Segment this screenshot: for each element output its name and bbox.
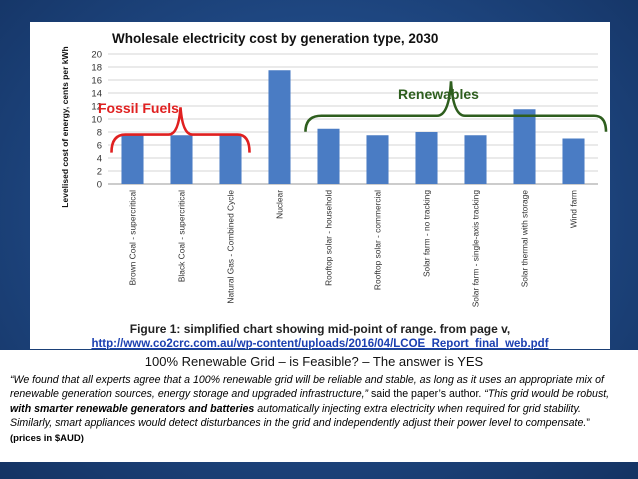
x-tick-label: Solar farm - no tracking <box>422 190 432 277</box>
chart-panel: Wholesale electricity cost by generation… <box>30 22 610 349</box>
bar <box>513 109 536 184</box>
caption-title: 100% Renewable Grid – is Feasible? – The… <box>144 354 484 369</box>
y-tick-label: 6 <box>97 141 102 152</box>
prices-note: (prices in $AUD) <box>10 433 84 445</box>
quote-bold-part: with smarter renewable generators and ba… <box>10 402 255 415</box>
y-tick-label: 0 <box>97 180 102 191</box>
x-tick-label: Nuclear <box>275 190 285 219</box>
y-tick-label: 18 <box>91 63 102 74</box>
y-tick-label: 12 <box>91 102 102 113</box>
x-tick-label: Wind farm <box>569 190 579 228</box>
fossil-fuels-label: Fossil Fuels <box>98 100 179 116</box>
bar <box>121 135 144 184</box>
bar <box>219 135 242 184</box>
y-tick-label: 10 <box>91 115 102 126</box>
y-tick-label: 16 <box>91 76 102 87</box>
bar <box>170 135 193 184</box>
x-tick-label: Solar thermal with storage <box>520 190 530 288</box>
y-tick-label: 4 <box>97 154 102 165</box>
x-tick-label: Solar farm - single-axis tracking <box>471 190 481 308</box>
x-tick-label: Natural Gas - Combined Cycle <box>226 190 236 304</box>
y-tick-label: 2 <box>97 167 102 178</box>
bar <box>415 132 438 184</box>
source-url: http://www.co2crc.com.au/wp-content/uplo… <box>91 338 548 349</box>
figure-caption: Figure 1: simplified chart showing mid-p… <box>130 322 510 336</box>
x-tick-label: Rooftop solar - household <box>324 190 334 286</box>
bar <box>317 128 340 184</box>
x-tick-label: Brown Coal - supercritical <box>128 190 138 286</box>
y-axis-label: Levelised cost of energy, cents per kWh <box>60 46 70 207</box>
x-tick-label: Black Coal - supercritical <box>177 190 187 282</box>
chart-title: Wholesale electricity cost by generation… <box>112 31 438 46</box>
bar <box>464 135 487 184</box>
x-tick-label: Rooftop solar - commercial <box>373 190 383 290</box>
y-tick-label: 14 <box>91 89 102 100</box>
quote-part-1: “We found that all experts agree that a … <box>10 374 604 401</box>
quote-attribution: said the paper’s author. <box>368 388 485 401</box>
bar-chart: Wholesale electricity cost by generation… <box>60 31 608 349</box>
y-tick-label: 8 <box>97 128 102 139</box>
quote-part-2: “This grid would be robust, <box>484 388 610 401</box>
bar <box>268 70 291 184</box>
y-tick-label: 20 <box>91 50 102 61</box>
renewables-bracket <box>304 81 608 132</box>
caption-body: “We found that all experts agree that a … <box>10 373 618 446</box>
caption-box: 100% Renewable Grid – is Feasible? – The… <box>0 350 638 462</box>
renewables-label: Renewables <box>398 86 479 102</box>
bar <box>562 138 585 184</box>
bar <box>366 135 389 184</box>
fossil-fuels-bracket <box>110 107 251 153</box>
quote-part-3: automatically injecting extra electricit… <box>10 402 587 429</box>
quote-close: ” <box>586 416 590 429</box>
